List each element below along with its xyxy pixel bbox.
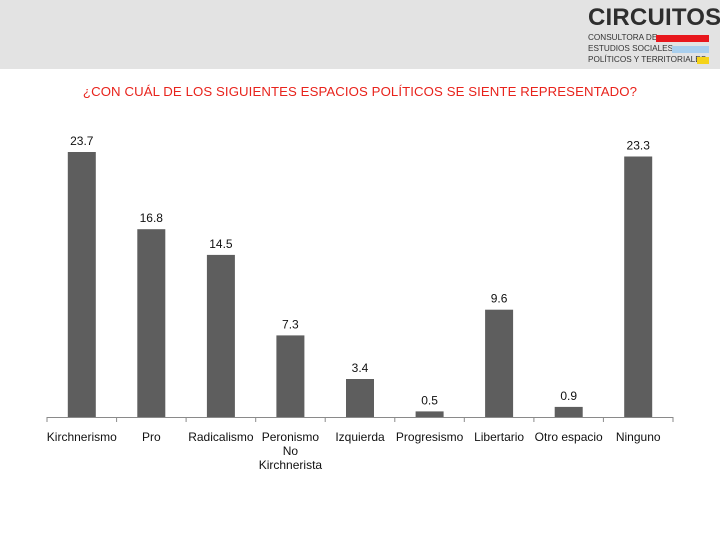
category-label-8: Ninguno	[616, 430, 661, 444]
category-label-line: Kirchnerismo	[47, 430, 117, 444]
bar-2	[206, 254, 235, 417]
logo-bar-blue	[672, 46, 709, 53]
bar-4	[346, 379, 374, 417]
logo-line-3: POLÍTICOS Y TERRITORIALES	[588, 55, 707, 64]
value-label-6: 9.6	[491, 292, 508, 306]
category-label-line: Pro	[142, 430, 161, 444]
logo-bar-red	[656, 35, 709, 42]
category-label-4: Izquierda	[335, 430, 385, 444]
chart-title: ¿CON CUÁL DE LOS SIGUIENTES ESPACIOS POL…	[82, 84, 638, 99]
category-label-7: Otro espacio	[535, 430, 603, 444]
category-label-line: Izquierda	[335, 430, 385, 444]
logo-line-1: CONSULTORA DE	[588, 33, 658, 42]
value-label-1: 16.8	[140, 211, 164, 225]
circuitos-logo: CIRCUITOS CONSULTORA DE ESTUDIOS SOCIALE…	[588, 6, 720, 66]
category-label-line: No	[283, 444, 299, 458]
category-label-line: Peronismo	[262, 430, 320, 444]
category-label-6: Libertario	[474, 430, 524, 444]
value-label-4: 3.4	[352, 361, 369, 375]
bar-8	[624, 156, 653, 417]
category-label-line: Ninguno	[616, 430, 661, 444]
category-label-5: Progresismo	[396, 430, 464, 444]
bar-5	[415, 411, 444, 417]
value-label-7: 0.9	[560, 389, 577, 403]
value-label-2: 14.5	[209, 237, 233, 251]
category-label-0: Kirchnerismo	[47, 430, 117, 444]
value-label-3: 7.3	[282, 317, 299, 331]
category-label-line: Libertario	[474, 430, 524, 444]
logo-bar-yellow	[697, 57, 709, 64]
bar-6	[485, 309, 514, 417]
category-label-line: Radicalismo	[188, 430, 254, 444]
bar-7	[554, 406, 583, 417]
bar-3	[276, 335, 305, 417]
category-label-2: Radicalismo	[188, 430, 254, 444]
category-label-1: Pro	[142, 430, 161, 444]
bar-1	[137, 229, 166, 417]
category-label-3: Peronismo No Kirchnerista	[259, 430, 323, 472]
logo-title: CIRCUITOS	[588, 4, 720, 31]
value-label-0: 23.7	[70, 134, 94, 148]
category-label-line: Otro espacio	[535, 430, 603, 444]
category-label-line: Progresismo	[396, 430, 464, 444]
header-band	[0, 0, 720, 69]
category-label-line: Kirchnerista	[259, 458, 323, 472]
value-label-5: 0.5	[421, 393, 438, 407]
logo-line-2: ESTUDIOS SOCIALES,	[588, 44, 676, 53]
bar-0	[67, 152, 96, 417]
value-label-8: 23.3	[627, 139, 651, 153]
